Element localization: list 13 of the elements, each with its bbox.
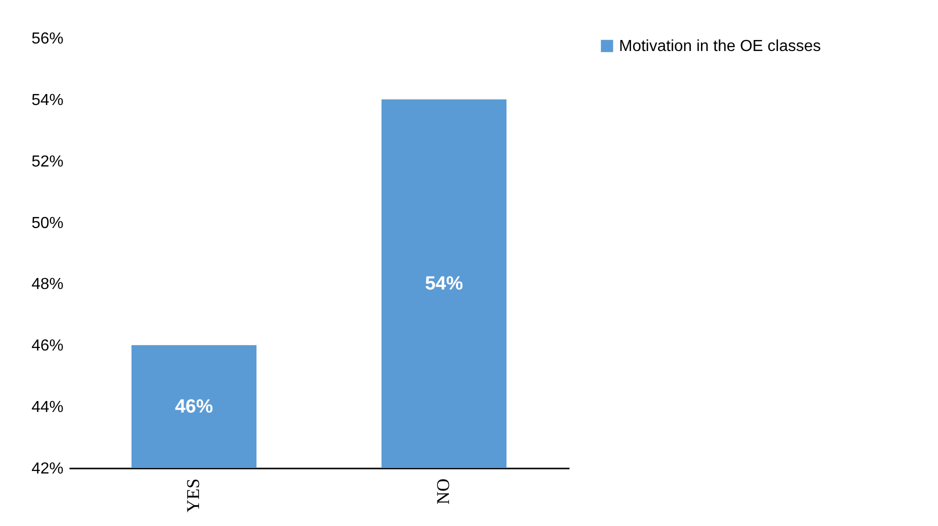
x-tick-label: NO bbox=[433, 478, 453, 504]
x-tick-label: YES bbox=[183, 478, 203, 513]
legend-label: Motivation in the OE classes bbox=[619, 38, 821, 55]
text: 46% bbox=[174, 396, 214, 418]
y-tick-label: 54% bbox=[31, 92, 64, 109]
y-tick-label: 44% bbox=[31, 399, 64, 416]
y-tick-label: 42% bbox=[31, 460, 64, 478]
y-tick-label: 48% bbox=[31, 276, 64, 294]
y-tick-label: 50% bbox=[31, 214, 64, 232]
y-tick-label: 46% bbox=[31, 338, 64, 355]
text: 54% bbox=[424, 274, 464, 295]
y-tick-label: 52% bbox=[31, 153, 64, 170]
y-tick-label: 56% bbox=[31, 30, 64, 48]
